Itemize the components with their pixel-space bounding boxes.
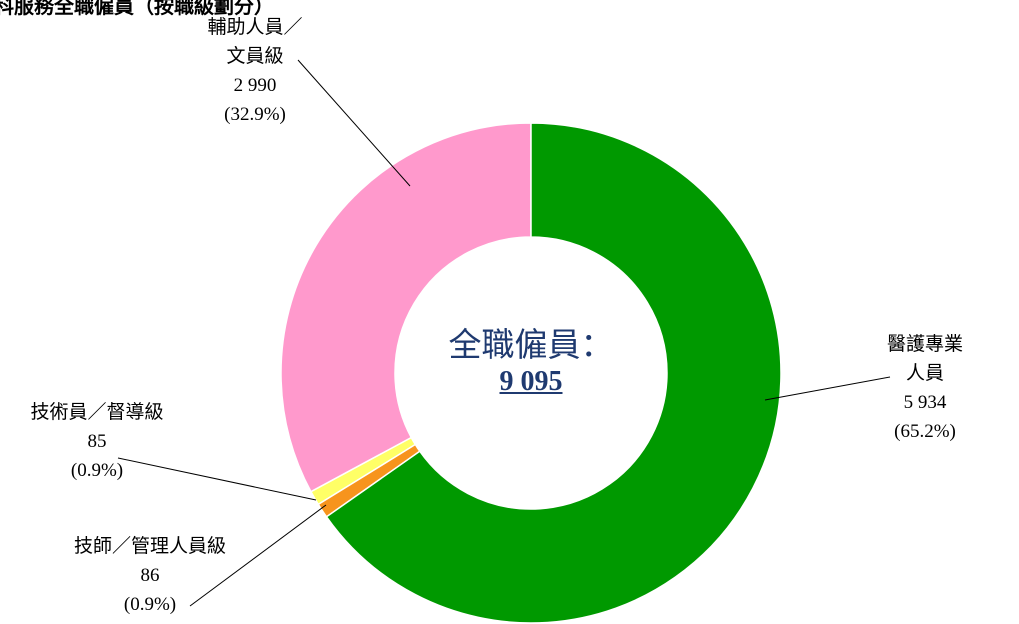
percentage-label: (0.9%)	[70, 460, 124, 481]
donut-slice	[325, 122, 782, 624]
category-label: 技師／管理人員級	[73, 536, 227, 557]
value-label: 85	[87, 431, 107, 452]
value-label: 86	[140, 565, 160, 586]
leader-line	[297, 59, 411, 187]
slice-label: 技師／管理人員級 86 (0.9%)	[74, 532, 226, 619]
percentage-label: (32.9%)	[224, 104, 286, 125]
leader-line	[764, 376, 891, 401]
center-total: 9 095	[499, 366, 563, 397]
leader-lines	[117, 59, 891, 607]
donut-slice	[280, 122, 532, 493]
percentage-label: (65.2%)	[894, 421, 956, 442]
category-label: 醫護專業人員	[886, 334, 963, 384]
slice-label: 輔助人員／ 文員級 2 990 (32.9%)	[207, 13, 302, 129]
leader-line	[189, 504, 327, 607]
chart-title: 科服務全職僱員（按職級劃分）	[0, 0, 274, 18]
category-label: 輔助人員／ 文員級	[207, 17, 303, 67]
category-label: 技術員／督導級	[30, 402, 164, 423]
leader-line	[117, 457, 317, 501]
center-label: 全職僱員：	[448, 328, 614, 364]
percentage-label: (0.9%)	[123, 594, 177, 615]
value-label: 2 990	[233, 75, 277, 96]
slice-label: 技術員／督導級 85 (0.9%)	[30, 398, 163, 485]
value-label: 5 934	[903, 392, 947, 413]
slice-label: 醫護專業人員 5 934 (65.2%)	[878, 330, 972, 446]
